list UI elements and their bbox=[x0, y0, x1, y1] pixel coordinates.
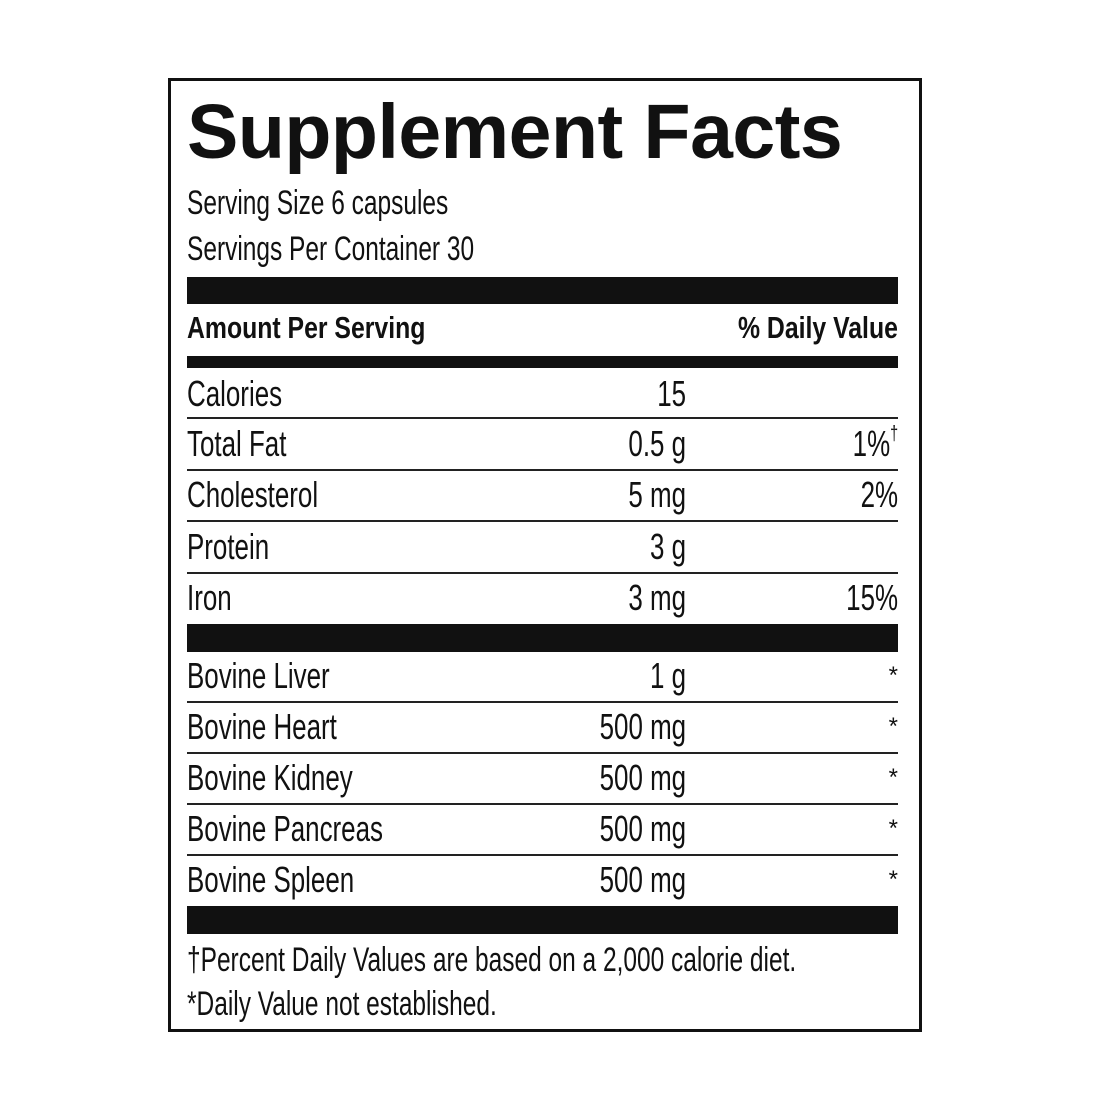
ingredient-dv: * bbox=[888, 866, 898, 893]
nutrient-dv: 2% bbox=[860, 474, 898, 515]
servings-per-container-text: Servings Per Container 30 bbox=[187, 230, 475, 268]
ingredient-dv: * bbox=[888, 662, 898, 689]
ingredient-name: Bovine Liver bbox=[187, 655, 330, 696]
dagger-mark: † bbox=[889, 423, 898, 445]
ingredient-dv: * bbox=[888, 713, 898, 740]
nutrient-row: Protein 3 g bbox=[187, 527, 898, 567]
ingredient-row: Bovine Liver 1 g * bbox=[187, 656, 898, 696]
nutrient-name: Cholesterol bbox=[187, 474, 319, 515]
dv-value: 1% bbox=[852, 423, 890, 464]
row-divider bbox=[187, 417, 898, 419]
ingredient-row: Bovine Spleen 500 mg * bbox=[187, 860, 898, 900]
row-divider bbox=[187, 701, 898, 703]
ingredient-amount: 1 g bbox=[649, 655, 686, 696]
ingredient-dv: * bbox=[888, 815, 898, 842]
ingredient-dv: * bbox=[888, 764, 898, 791]
nutrient-name: Iron bbox=[187, 577, 232, 618]
row-divider bbox=[187, 854, 898, 856]
nutrient-amount: 3 g bbox=[649, 526, 686, 567]
footnote-text: †Percent Daily Values are based on a 2,0… bbox=[187, 941, 797, 979]
divider-bar bbox=[187, 624, 898, 652]
nutrient-name: Total Fat bbox=[187, 423, 287, 464]
divider-bar bbox=[187, 356, 898, 368]
nutrient-row: Total Fat 0.5 g 1%† bbox=[187, 424, 898, 464]
footnote-daily-values: †Percent Daily Values are based on a 2,0… bbox=[187, 940, 1033, 980]
nutrient-row: Cholesterol 5 mg 2% bbox=[187, 475, 898, 515]
footnote-text: *Daily Value not established. bbox=[187, 985, 497, 1023]
table-header: Amount Per Serving % Daily Value bbox=[187, 308, 898, 348]
nutrient-name: Calories bbox=[187, 373, 283, 414]
ingredient-amount: 500 mg bbox=[599, 808, 686, 849]
row-divider bbox=[187, 803, 898, 805]
ingredient-amount: 500 mg bbox=[599, 859, 686, 900]
nutrient-row: Calories 15 bbox=[187, 374, 898, 414]
nutrient-dv: 15% bbox=[846, 577, 898, 618]
amount-per-serving-header: Amount Per Serving bbox=[187, 310, 426, 345]
divider-bar bbox=[187, 277, 898, 304]
servings-per-container: Servings Per Container 30 bbox=[187, 229, 586, 269]
ingredient-row: Bovine Pancreas 500 mg * bbox=[187, 809, 898, 849]
nutrient-row: Iron 3 mg 15% bbox=[187, 578, 898, 618]
daily-value-header: % Daily Value bbox=[738, 310, 898, 345]
ingredient-name: Bovine Pancreas bbox=[187, 808, 383, 849]
serving-size: Serving Size 6 capsules bbox=[187, 183, 550, 223]
supplement-facts-panel bbox=[168, 78, 922, 1032]
nutrient-amount: 3 mg bbox=[628, 577, 686, 618]
nutrient-amount: 0.5 g bbox=[628, 423, 686, 464]
footnote-not-established: *Daily Value not established. bbox=[187, 984, 617, 1024]
nutrient-amount: 5 mg bbox=[628, 474, 686, 515]
divider-bar bbox=[187, 906, 898, 934]
row-divider bbox=[187, 520, 898, 522]
ingredient-row: Bovine Heart 500 mg * bbox=[187, 707, 898, 747]
nutrient-name: Protein bbox=[187, 526, 270, 567]
ingredient-amount: 500 mg bbox=[599, 757, 686, 798]
ingredient-row: Bovine Kidney 500 mg * bbox=[187, 758, 898, 798]
row-divider bbox=[187, 572, 898, 574]
panel-title: Supplement Facts bbox=[187, 89, 843, 175]
nutrient-dv: 1%† bbox=[853, 424, 898, 464]
row-divider bbox=[187, 469, 898, 471]
ingredient-name: Bovine Kidney bbox=[187, 757, 353, 798]
serving-size-text: Serving Size 6 capsules bbox=[187, 184, 449, 222]
ingredient-amount: 500 mg bbox=[599, 706, 686, 747]
ingredient-name: Bovine Spleen bbox=[187, 859, 355, 900]
nutrient-amount: 15 bbox=[657, 373, 686, 414]
ingredient-name: Bovine Heart bbox=[187, 706, 337, 747]
row-divider bbox=[187, 752, 898, 754]
